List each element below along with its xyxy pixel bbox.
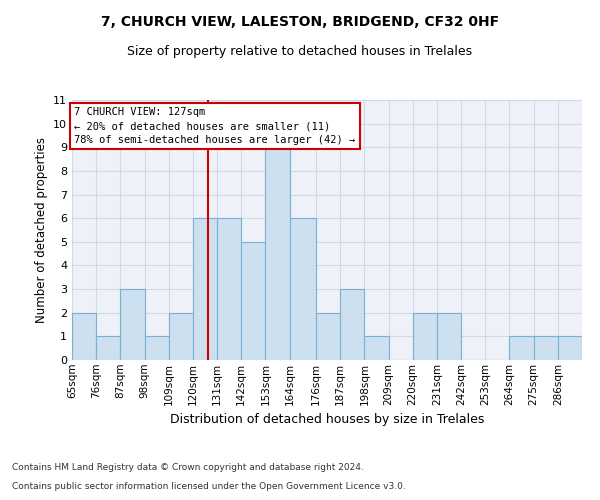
Bar — [533, 336, 558, 360]
Text: Contains HM Land Registry data © Crown copyright and database right 2024.: Contains HM Land Registry data © Crown c… — [12, 464, 364, 472]
Bar — [96, 336, 121, 360]
Text: 7, CHURCH VIEW, LALESTON, BRIDGEND, CF32 0HF: 7, CHURCH VIEW, LALESTON, BRIDGEND, CF32… — [101, 15, 499, 29]
Bar — [169, 312, 193, 360]
X-axis label: Distribution of detached houses by size in Trelales: Distribution of detached houses by size … — [170, 413, 484, 426]
Bar — [265, 148, 290, 360]
Bar — [217, 218, 241, 360]
Bar — [316, 312, 340, 360]
Bar — [509, 336, 533, 360]
Text: Size of property relative to detached houses in Trelales: Size of property relative to detached ho… — [127, 45, 473, 58]
Bar — [241, 242, 265, 360]
Bar — [290, 218, 316, 360]
Bar — [413, 312, 437, 360]
Bar — [340, 289, 364, 360]
Bar — [437, 312, 461, 360]
Bar — [364, 336, 389, 360]
Bar — [558, 336, 582, 360]
Bar — [72, 312, 96, 360]
Bar — [193, 218, 217, 360]
Text: Contains public sector information licensed under the Open Government Licence v3: Contains public sector information licen… — [12, 482, 406, 491]
Y-axis label: Number of detached properties: Number of detached properties — [35, 137, 47, 323]
Text: 7 CHURCH VIEW: 127sqm
← 20% of detached houses are smaller (11)
78% of semi-deta: 7 CHURCH VIEW: 127sqm ← 20% of detached … — [74, 107, 355, 145]
Bar — [121, 289, 145, 360]
Bar — [145, 336, 169, 360]
